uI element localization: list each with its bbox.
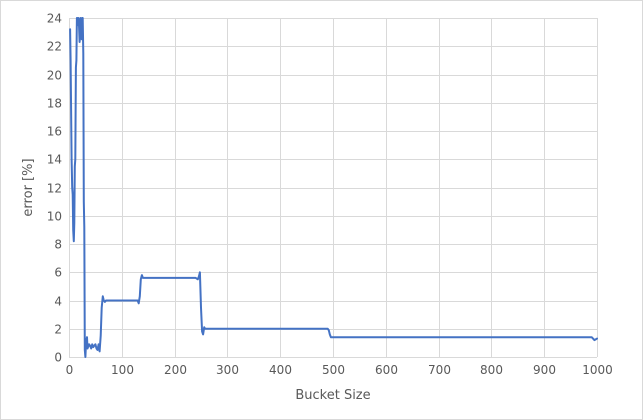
x-tick-label: 900 [533,363,556,377]
series-line [69,17,598,358]
y-tick-label: 0 [54,351,62,365]
x-tick-label: 400 [269,363,292,377]
y-tick-label: 2 [54,323,62,337]
y-tick-label: 16 [47,125,62,139]
x-tick-label: 300 [216,363,239,377]
y-tick-label: 6 [54,266,62,280]
y-tick-label: 20 [47,69,62,83]
y-tick-label: 8 [54,238,62,252]
y-tick-label: 4 [54,295,62,309]
series-layer [69,17,598,358]
y-tick-label: 12 [47,182,62,196]
x-tick-label: 600 [375,363,398,377]
x-tick-label: 800 [480,363,503,377]
x-tick-label: 700 [428,363,451,377]
x-axis-tick-labels: 0 100 200 300 400 500 600 700 800 900 1000 [66,363,613,377]
x-tick-label: 200 [164,363,187,377]
x-tick-label: 100 [111,363,134,377]
x-tick-label: 500 [322,363,345,377]
x-tick-label: 0 [66,363,74,377]
x-axis-title: Bucket Size [295,388,370,403]
y-tick-label: 18 [47,97,62,111]
gridlines [69,18,598,358]
y-tick-label: 24 [47,12,62,26]
y-tick-label: 14 [47,153,62,167]
y-tick-label: 10 [47,210,62,224]
y-tick-label: 22 [47,40,62,54]
y-axis-title: error [%] [21,158,36,216]
x-tick-label: 1000 [582,363,613,377]
